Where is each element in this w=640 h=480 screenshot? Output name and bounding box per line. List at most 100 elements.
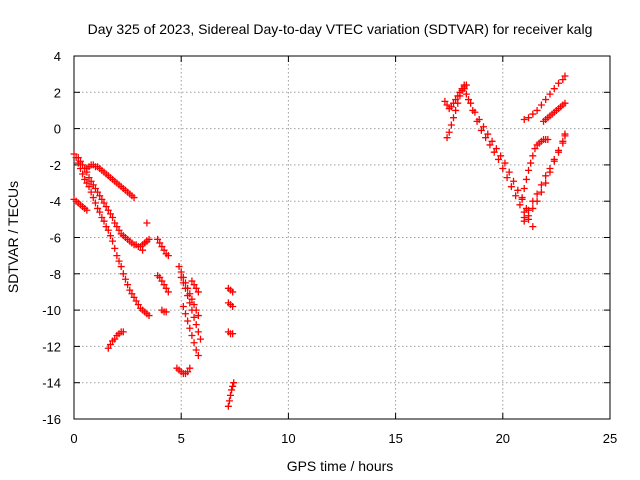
y-tick-label: 2 [54,85,61,100]
data-point [520,184,528,192]
data-point [126,286,134,294]
data-point [537,188,545,196]
data-point [186,324,194,332]
data-point [179,279,187,287]
data-point [512,192,520,200]
data-point [550,157,558,165]
data-point [104,206,112,214]
data-point [471,108,479,116]
data-point [486,141,494,149]
data-point [162,284,170,292]
data-point [102,223,110,231]
y-tick-label: -10 [42,303,61,318]
data-point [115,257,123,265]
data-point [115,226,123,234]
data-point [542,172,550,180]
data-point [475,116,483,124]
data-point [164,252,172,260]
data-point [181,284,189,292]
data-point [533,190,541,198]
series-arc-f [139,237,151,254]
data-point [452,96,460,104]
data-point [109,214,117,222]
data-point [520,217,528,225]
x-axis-label: GPS time / hours [287,458,394,474]
y-tick-labels: 4 2 0 -2 -4 -6 -8 -10 -12 -14 -16 [42,49,61,427]
data-point [229,302,237,310]
data-point [181,310,189,318]
data-point [516,201,524,209]
data-point [130,293,138,301]
plot-frame [73,55,611,420]
data-point [76,157,84,165]
series-arc-m [173,364,194,378]
data-point [160,246,168,254]
series-arc-n [188,277,202,296]
data-point [184,368,192,376]
data-point [497,152,505,160]
data-point [134,301,142,309]
data-point [456,88,464,96]
data-point [186,364,194,372]
data-point [480,123,488,131]
data-point [561,130,569,138]
data-point [460,85,468,93]
data-point [113,223,121,231]
data-point [533,197,541,205]
data-point [555,79,563,87]
series-arc-o [224,284,237,296]
data-point [102,203,110,211]
data-point [117,263,125,271]
data-point [145,312,153,320]
series-arc-r [224,379,238,410]
series-arc-q [224,328,237,338]
data-point [111,219,119,227]
grid [74,56,610,419]
y-tick-label: -4 [49,194,61,209]
data-point [230,379,238,387]
data-point [525,114,533,122]
data-point [464,96,472,104]
data-point [177,273,185,281]
data-point [96,208,104,216]
data-point [190,339,198,347]
data-point [121,275,129,283]
data-point [119,328,127,336]
data-point [91,199,99,207]
data-point [188,306,196,314]
data-point [507,183,515,191]
data-point [74,154,82,162]
data-point [454,92,462,100]
data-point [113,252,121,260]
data-point [224,402,232,410]
y-tick-label: -12 [42,339,61,354]
data-point [194,288,202,296]
data-point [81,175,89,183]
data-point [83,179,91,187]
series-arc-g [154,235,172,260]
data-point [510,177,518,185]
data-point [104,226,112,234]
data-point [106,341,114,349]
data-point [227,391,235,399]
data-point [190,281,198,289]
data-point [529,223,537,231]
series-arc-z [520,72,569,124]
data-point [514,186,522,194]
data-point [546,168,554,176]
data-point [188,332,196,340]
y-axis-label: SDTVAR / TECUs [5,181,21,293]
data-point [111,335,119,343]
x-tick-labels: 0 5 10 15 20 25 [70,431,617,446]
chart-title: Day 325 of 2023, Sidereal Day-to-day VTE… [88,21,593,37]
data-point [124,281,132,289]
y-tick-label: 4 [54,49,61,64]
data-point [91,184,99,192]
series-arc-aa [540,99,569,125]
series-arc-h [154,272,172,296]
data-point [490,148,498,156]
data-point [529,110,537,118]
data-point [89,194,97,202]
data-point [87,177,95,185]
data-point [449,114,457,122]
